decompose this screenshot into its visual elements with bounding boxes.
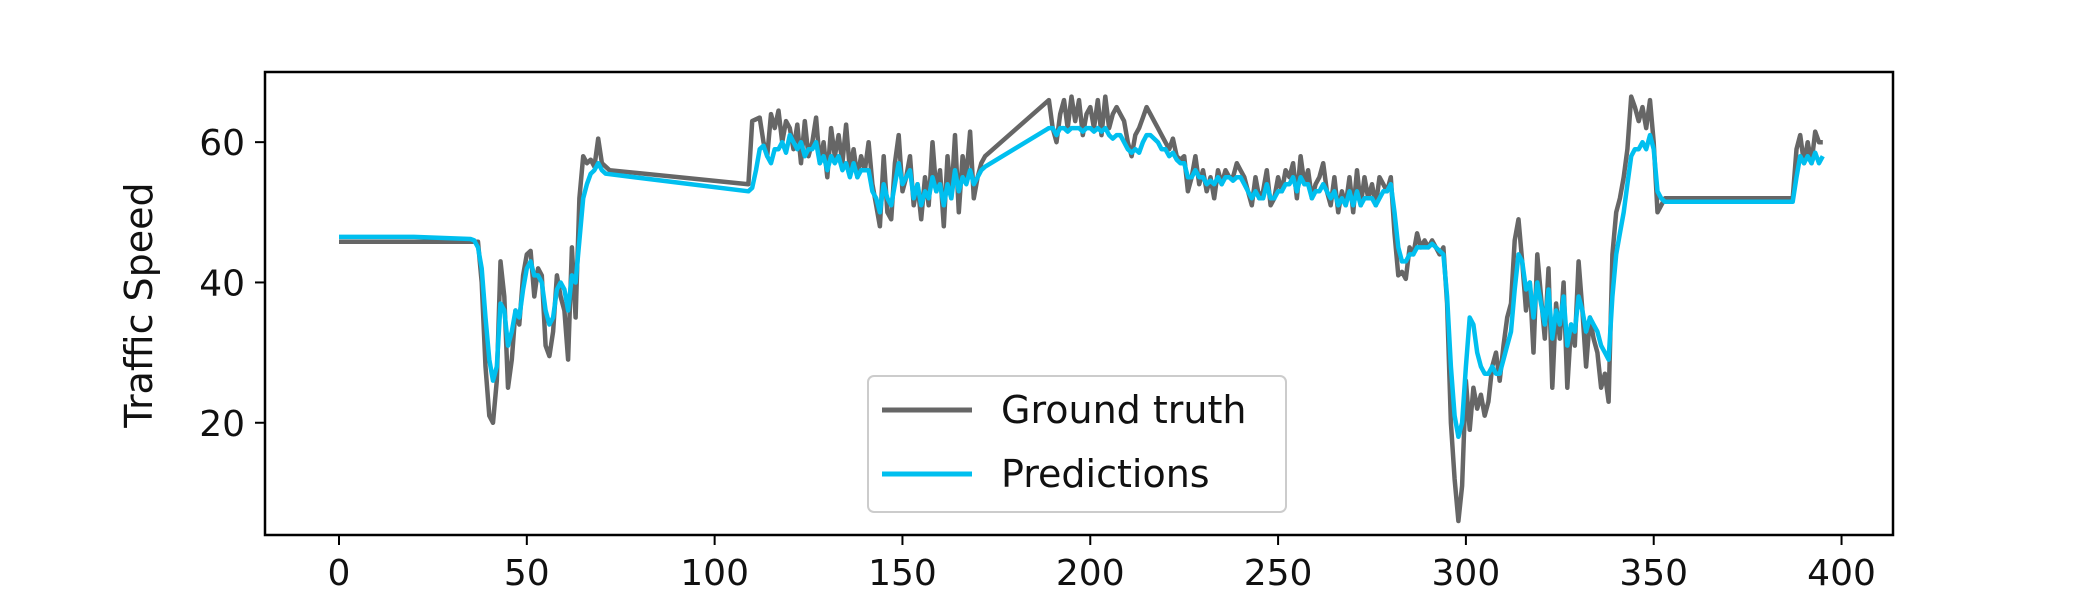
y-tick-label: 20	[199, 404, 245, 445]
x-tick-label: 400	[1807, 553, 1876, 594]
plot-frame	[263, 70, 1895, 537]
legend: Ground truth Predictions	[867, 375, 1287, 513]
y-axis: 20 40 60	[199, 123, 265, 445]
legend-label-ground-truth: Ground truth	[1001, 388, 1246, 432]
x-tick-label: 250	[1244, 553, 1313, 594]
x-tick-label: 350	[1619, 553, 1688, 594]
y-tick-label: 60	[199, 123, 245, 164]
legend-label-predictions: Predictions	[1001, 452, 1210, 496]
x-tick-label: 200	[1056, 553, 1125, 594]
x-tick-label: 150	[868, 553, 937, 594]
y-axis-title: Traffic Speed	[117, 182, 161, 428]
y-tick-label: 40	[199, 263, 245, 304]
x-tick-label: 100	[680, 553, 749, 594]
x-tick-label: 0	[328, 553, 351, 594]
x-tick-label: 50	[504, 553, 550, 594]
series-layer	[339, 94, 1825, 524]
series-line-predictions	[339, 125, 1825, 440]
series-line-ground-truth	[339, 94, 1823, 524]
legend-box	[867, 375, 1287, 513]
x-tick-label: 300	[1432, 553, 1501, 594]
x-axis: 0 50 100 150 200 250 300 350 400	[328, 535, 1876, 594]
